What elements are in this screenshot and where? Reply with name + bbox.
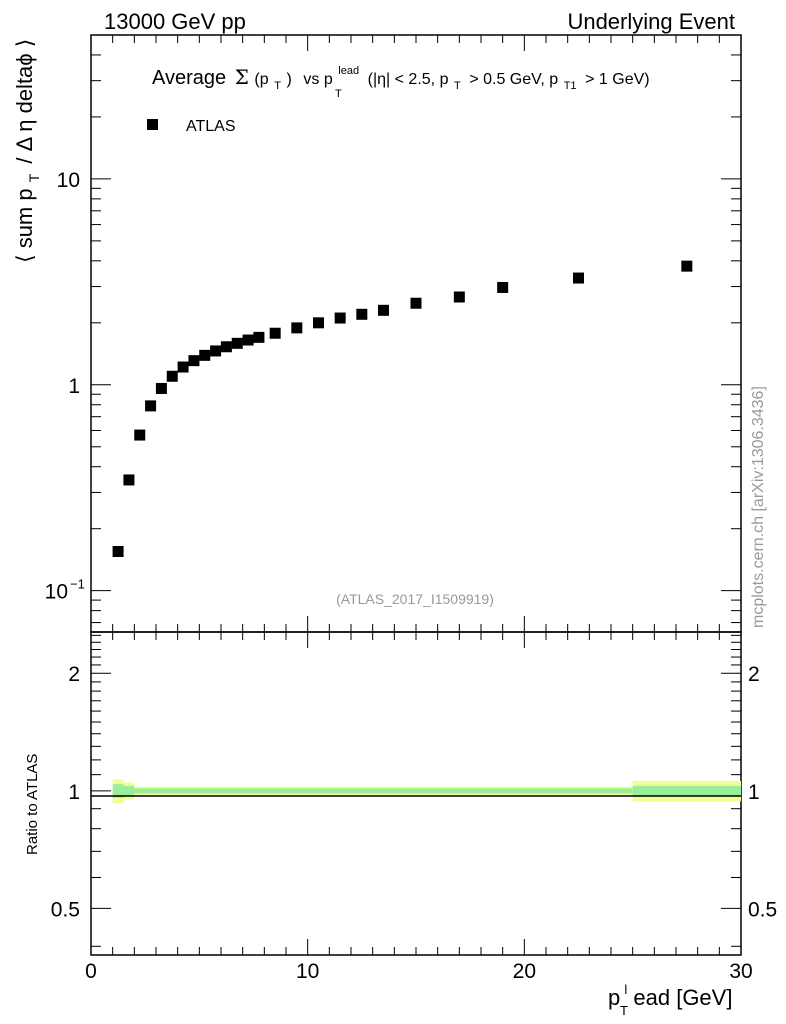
data-point xyxy=(123,474,135,486)
ratio-y-axis-label: Ratio to ATLAS xyxy=(24,754,41,855)
y-tick-label: 10 xyxy=(57,169,80,192)
x-axis-label: p l ead [GeV] xyxy=(608,974,732,1010)
data-point xyxy=(199,349,211,361)
title-lead-sup: lead xyxy=(338,65,359,77)
side-credit-text: mcplots.cern.ch [arXiv:1306.3436] xyxy=(750,386,767,628)
data-point xyxy=(291,322,303,334)
ratio-y-tick-label-right: 2 xyxy=(748,663,760,686)
legend-marker xyxy=(147,119,158,130)
plot-title: Average Σ (p T ) vs p lead (|η| < 2.5, p… xyxy=(152,57,650,94)
ratio-band-inner xyxy=(112,784,124,798)
data-point xyxy=(112,545,124,557)
title-cut3: > 1 GeV) xyxy=(585,71,649,88)
ratio-y-tick-label-right: 1 xyxy=(748,781,760,804)
title-cut1: (|η| < 2.5, p xyxy=(368,71,449,88)
y-tick-label: 1 xyxy=(68,375,80,398)
ratio-y-tick-label-left: 0.5 xyxy=(51,898,80,921)
y-tick-label: 10 xyxy=(45,581,68,604)
x-tick-label: 10 xyxy=(296,960,319,983)
ratio-y-tick-label-left: 2 xyxy=(68,663,80,686)
header-right: Underlying Event xyxy=(567,9,735,34)
ratio-band-inner xyxy=(123,785,135,796)
data-point xyxy=(497,281,509,293)
title-pt-paren: (p xyxy=(254,71,268,88)
data-markers xyxy=(112,260,693,557)
data-point xyxy=(145,400,157,412)
title-cut2: > 0.5 GeV, p xyxy=(469,71,558,88)
analysis-watermark: (ATLAS_2017_I1509919) xyxy=(336,591,494,607)
data-point xyxy=(231,337,243,349)
y-axis-label: ⟨ sum p T / Δ η deltaϕ ⟩ xyxy=(12,39,44,263)
data-point xyxy=(453,291,465,303)
x-label-sub: T xyxy=(620,1003,628,1018)
title-pt-sub: T xyxy=(274,80,281,92)
legend-label: ATLAS xyxy=(186,118,236,135)
y-label-open: ⟨ sum p xyxy=(12,188,37,263)
ratio-band-inner xyxy=(134,788,633,794)
x-tick-label: 20 xyxy=(513,960,536,983)
title-pt-close: ) xyxy=(287,71,292,88)
data-point xyxy=(220,341,232,353)
title-prefix: Average xyxy=(152,67,226,89)
data-point xyxy=(356,308,368,320)
data-point xyxy=(334,312,346,324)
x-label-sup: l xyxy=(624,982,627,997)
data-point xyxy=(166,370,178,382)
title-lead-sub: T xyxy=(335,88,342,100)
ratio-band-inner xyxy=(632,785,741,796)
data-point xyxy=(681,260,693,272)
x-tick-label: 30 xyxy=(729,960,752,983)
ratio-y-tick-label-left: 1 xyxy=(68,781,80,804)
data-point xyxy=(188,355,200,367)
title-vs: vs p xyxy=(303,71,332,88)
ratio-band xyxy=(112,779,741,804)
title-sigma: Σ xyxy=(235,65,249,89)
data-point xyxy=(410,297,422,309)
y-label-rest: / Δ η deltaϕ ⟩ xyxy=(12,39,37,164)
data-point xyxy=(313,317,324,329)
data-point xyxy=(253,331,265,343)
y-tick-exponent: −1 xyxy=(70,577,85,592)
header-left: 13000 GeV pp xyxy=(104,9,246,34)
x-label-rest: ead [GeV] xyxy=(633,985,732,1010)
title-cut2-sub: T1 xyxy=(564,80,577,92)
y-label-sub: T xyxy=(26,173,42,182)
data-point xyxy=(573,272,584,284)
x-tick-label: 0 xyxy=(85,960,97,983)
data-point xyxy=(378,304,389,316)
title-cut1-sub: T xyxy=(454,80,461,92)
ratio-axis-ticks: 0 10 20 30 0.5 0.5 1 1 2 2 xyxy=(51,632,777,983)
x-label-base: p xyxy=(608,985,620,1010)
ratio-y-tick-label-right: 0.5 xyxy=(748,898,777,921)
data-point xyxy=(269,327,281,339)
data-point xyxy=(210,345,222,357)
data-point xyxy=(155,382,167,394)
data-point xyxy=(177,361,189,373)
data-point xyxy=(242,334,254,346)
data-point xyxy=(134,429,146,441)
